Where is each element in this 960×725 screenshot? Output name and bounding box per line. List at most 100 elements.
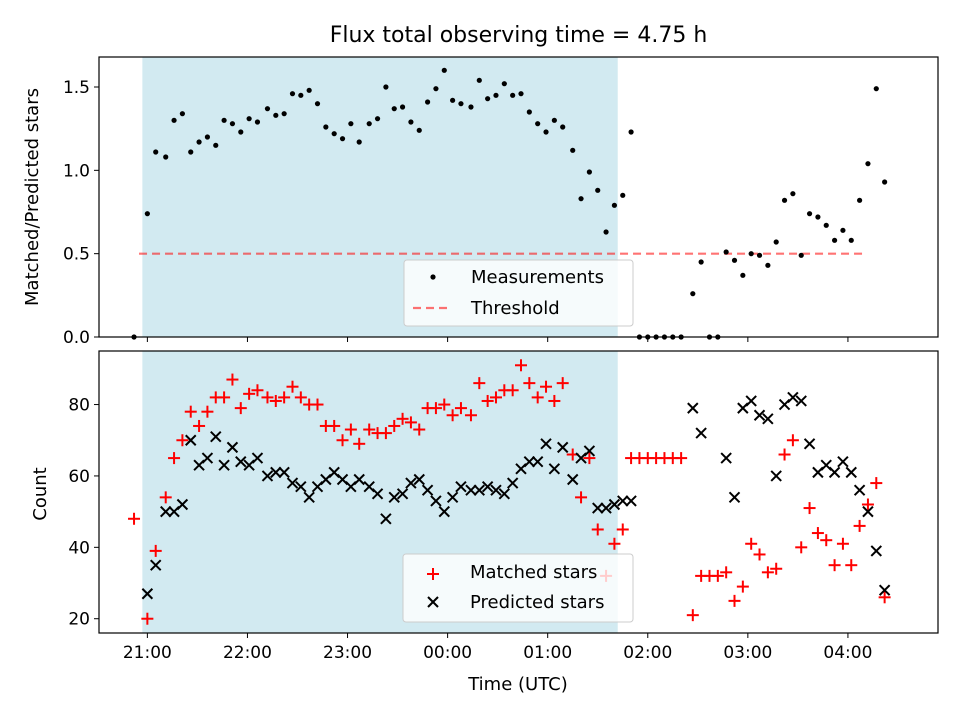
y-tick-label: 0.0 bbox=[63, 328, 90, 348]
measurement-point bbox=[535, 121, 541, 127]
matched-star-point bbox=[548, 394, 561, 407]
x-axis-label: Time (UTC) bbox=[467, 674, 568, 695]
measurement-point bbox=[476, 77, 482, 83]
measurement-point bbox=[823, 222, 829, 228]
predicted-star-point bbox=[540, 438, 552, 450]
measurement-point bbox=[570, 147, 576, 153]
predicted-star-point bbox=[218, 459, 230, 471]
predicted-star-point bbox=[141, 588, 154, 600]
predicted-star-point bbox=[695, 427, 707, 439]
matched-star-point bbox=[201, 405, 214, 418]
legend-threshold-label: Threshold bbox=[470, 298, 560, 319]
predicted-star-point bbox=[845, 466, 857, 479]
y-tick-label: 40 bbox=[68, 538, 90, 558]
matched-star-point bbox=[811, 527, 824, 540]
matched-star-point bbox=[159, 491, 172, 504]
legend-matched-marker bbox=[427, 568, 439, 580]
y-tick-label: 20 bbox=[68, 610, 90, 630]
predicted-star-point bbox=[421, 484, 434, 496]
measurement-points-layer bbox=[131, 67, 888, 340]
top-panel: 0.0 0.5 1.0 1.5 Matched/Predicted stars Mea… bbox=[22, 56, 939, 348]
measurement-point bbox=[882, 179, 888, 185]
measurement-point bbox=[264, 106, 271, 112]
measurement-point bbox=[383, 84, 389, 90]
matched-star-point bbox=[336, 434, 349, 447]
matched-star-point bbox=[168, 452, 181, 465]
matched-star-point bbox=[489, 391, 502, 404]
matched-star-point bbox=[226, 373, 239, 386]
predicted-star-point bbox=[176, 498, 189, 511]
measurement-point bbox=[163, 154, 169, 160]
predicted-star-point bbox=[396, 488, 409, 500]
matched-star-point bbox=[261, 391, 274, 404]
measurement-point bbox=[840, 227, 846, 233]
predicted-star-point bbox=[498, 488, 511, 500]
predicted-star-point bbox=[405, 477, 417, 489]
measurement-point bbox=[458, 101, 464, 107]
measurement-point bbox=[731, 257, 738, 263]
predicted-star-point bbox=[523, 455, 536, 468]
measurement-point bbox=[857, 197, 863, 203]
matched-star-point bbox=[251, 384, 264, 397]
measurement-point bbox=[873, 86, 879, 92]
predicted-star-point bbox=[490, 484, 502, 496]
measurement-point bbox=[551, 117, 557, 123]
measurement-point bbox=[331, 131, 337, 137]
matched-star-point bbox=[286, 380, 299, 393]
measurement-point bbox=[790, 191, 796, 197]
measurement-point bbox=[238, 129, 244, 135]
matched-star-point bbox=[878, 591, 891, 604]
measurement-point bbox=[781, 197, 788, 203]
measurement-point bbox=[416, 127, 422, 133]
matched-star-point bbox=[753, 548, 766, 561]
x-tick-label: 01:00 bbox=[523, 643, 572, 663]
predicted-star-point bbox=[201, 452, 214, 464]
matched-star-point bbox=[446, 409, 459, 422]
matched-star-point bbox=[531, 391, 544, 404]
matched-star-point bbox=[761, 566, 774, 579]
matched-star-point bbox=[591, 523, 604, 536]
matched-star-point bbox=[396, 412, 409, 425]
measurement-point bbox=[179, 111, 185, 117]
measurement-point bbox=[798, 252, 804, 258]
bottom-panel: 21:00 22:00 23:00 00:00 01:00 02:00 03:00 04:00… bbox=[30, 350, 939, 695]
predicted-star-point bbox=[438, 505, 450, 518]
measurement-point bbox=[723, 249, 729, 255]
predicted-star-point bbox=[481, 480, 494, 493]
x-tick-label: 02:00 bbox=[623, 643, 672, 663]
matched-star-point bbox=[473, 377, 486, 390]
measurement-point bbox=[433, 86, 439, 92]
predicted-star-point bbox=[625, 495, 637, 507]
legend-matched-label: Matched stars bbox=[470, 562, 597, 583]
matched-star-point bbox=[243, 387, 256, 400]
y-tick-label: 60 bbox=[68, 467, 90, 487]
measurement-point bbox=[543, 129, 549, 135]
predicted-star-point bbox=[446, 491, 459, 504]
measurement-point bbox=[229, 121, 236, 127]
predicted-star-point bbox=[728, 491, 741, 504]
y-tick-label: 1.5 bbox=[63, 78, 90, 98]
predicted-star-point bbox=[787, 391, 799, 404]
matched-star-point bbox=[728, 594, 741, 607]
y-tick-label: 0.5 bbox=[63, 245, 90, 265]
legend-measurements-marker bbox=[430, 274, 436, 280]
measurement-point bbox=[831, 237, 838, 243]
predicted-star-point bbox=[150, 559, 162, 571]
matched-star-point bbox=[184, 405, 197, 418]
predicted-star-point bbox=[762, 413, 774, 425]
matched-star-point bbox=[515, 359, 528, 372]
measurement-point bbox=[153, 149, 159, 155]
matched-star-point bbox=[820, 534, 833, 547]
measurement-point bbox=[690, 291, 696, 297]
predicted-star-point bbox=[286, 477, 299, 489]
predicted-star-point bbox=[608, 498, 621, 511]
measurement-point bbox=[620, 192, 626, 198]
predicted-star-point bbox=[278, 466, 290, 479]
measurement-point bbox=[441, 67, 447, 73]
predicted-star-point bbox=[531, 455, 544, 468]
measurement-point bbox=[518, 91, 524, 97]
measurement-point bbox=[493, 92, 499, 98]
predicted-star-point bbox=[371, 488, 384, 500]
matched-star-point bbox=[786, 434, 799, 447]
